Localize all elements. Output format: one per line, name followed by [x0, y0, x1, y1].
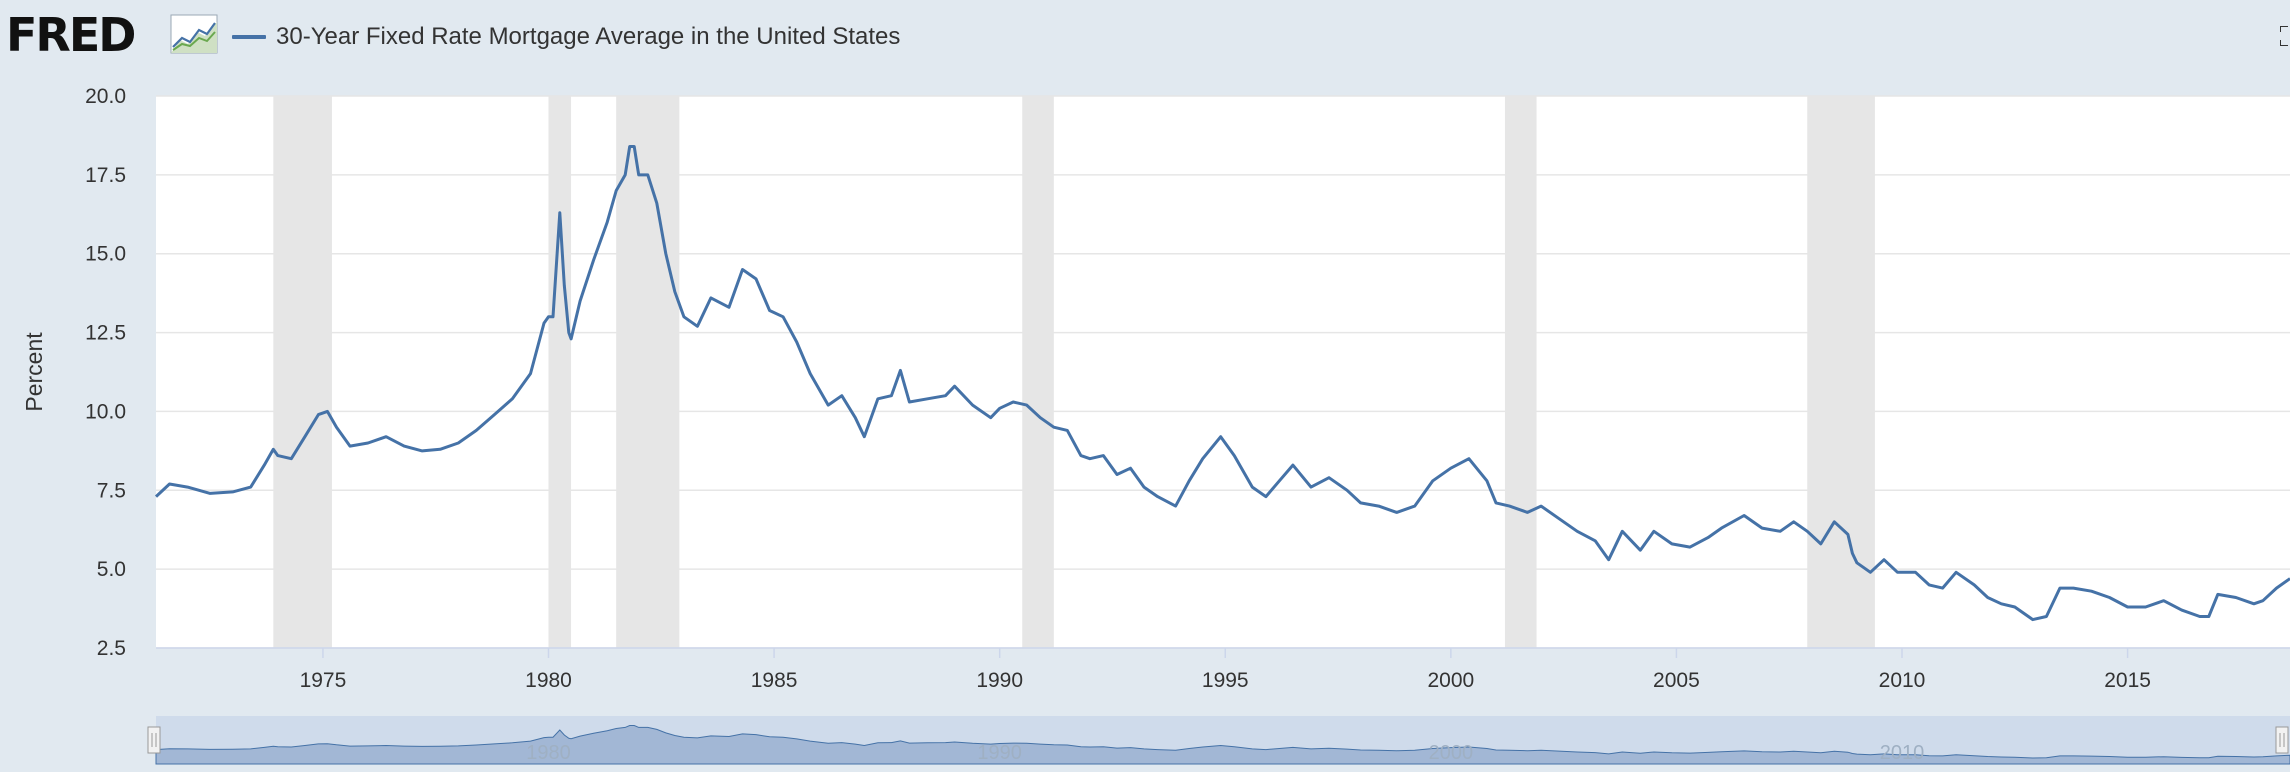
y-tick-label: 7.5 [97, 479, 126, 502]
chart-header: FRED 30-Year Fixed Rate Mortgage Average… [0, 0, 2290, 80]
legend-label: 30-Year Fixed Rate Mortgage Average in t… [276, 23, 901, 50]
x-tick-label: 2000 [1427, 669, 1474, 692]
y-axis-title: Percent [21, 332, 47, 412]
legend-swatch [232, 35, 266, 39]
x-tick-label: 2005 [1653, 669, 1700, 692]
navigator[interactable]: 1980 1990 2000 2010 [147, 716, 2290, 765]
y-tick-label: 5.0 [97, 558, 126, 581]
recession-band [1807, 96, 1875, 648]
plot-background [156, 96, 2290, 648]
recession-shading [273, 96, 1875, 648]
navigator-label: 1980 [526, 742, 571, 764]
y-tick-label: 17.5 [85, 164, 126, 187]
y-tick-label: 15.0 [85, 243, 126, 266]
x-tick-label: 1990 [976, 669, 1023, 692]
series-line[interactable] [154, 145, 2290, 622]
y-tick-label: 12.5 [85, 322, 126, 345]
x-tick-label: 1975 [300, 669, 347, 692]
x-tick-label: 1980 [525, 669, 572, 692]
y-tick-label: 2.5 [97, 637, 126, 660]
navigator-label: 2000 [1429, 742, 1474, 764]
navigator-handle-left[interactable] [147, 726, 161, 754]
fred-logo[interactable]: FRED [6, 8, 136, 62]
navigator-label: 2010 [1880, 742, 1925, 764]
y-axis-ticks: 20.0 17.5 15.0 12.5 10.0 7.5 5.0 2.5 [85, 85, 126, 660]
line-chart-icon [170, 14, 218, 54]
recession-band [273, 96, 332, 648]
navigator-area [155, 725, 2290, 765]
x-tick-label: 1995 [1202, 669, 1249, 692]
x-tick-label: 2015 [2104, 669, 2151, 692]
y-tick-label: 10.0 [85, 400, 126, 423]
x-tick-label: 1985 [751, 669, 798, 692]
navigator-handle-right[interactable] [2275, 726, 2289, 754]
recession-band [1504, 96, 1537, 648]
fullscreen-icon[interactable] [2278, 24, 2290, 48]
chart-legend[interactable]: 30-Year Fixed Rate Mortgage Average in t… [232, 20, 900, 54]
recession-band [548, 96, 572, 648]
recession-band [1022, 96, 1054, 648]
y-tick-label: 20.0 [85, 85, 126, 108]
x-axis-ticks: 1975 1980 1985 1990 1995 2000 2005 2010 2015 [300, 648, 2151, 692]
navigator-labels: 1980 1990 2000 2010 [526, 742, 1924, 764]
recession-band [616, 96, 680, 648]
navigator-label: 1990 [977, 742, 1022, 764]
x-tick-label: 2010 [1879, 669, 1926, 692]
